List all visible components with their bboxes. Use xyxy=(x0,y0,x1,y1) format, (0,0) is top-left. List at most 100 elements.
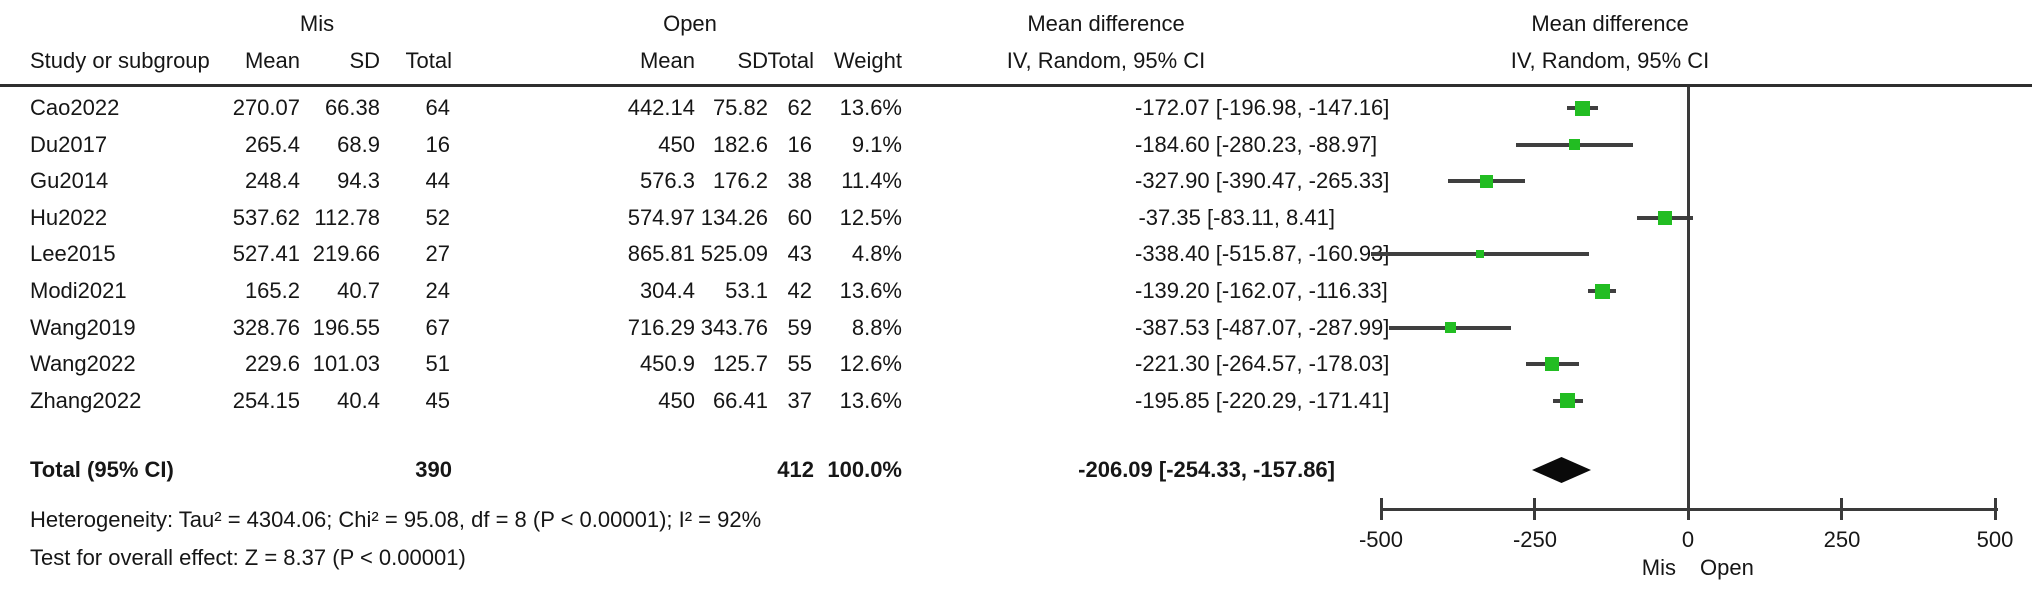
pooled-diamond xyxy=(1532,457,1591,483)
effect-marker xyxy=(1569,139,1580,150)
group-header-open: Open xyxy=(663,11,717,36)
study-label: Wang2019 xyxy=(30,315,136,340)
cell-open-total: 37 xyxy=(787,388,812,413)
cell-mis-mean: 328.76 xyxy=(232,315,300,340)
cell-mis-mean: 229.6 xyxy=(244,351,300,376)
plot-header-line1: Mean difference xyxy=(1531,11,1689,36)
effect-column-header-line1: Mean difference xyxy=(1027,11,1185,36)
cell-open-mean: 442.14 xyxy=(627,95,695,120)
axis-left-favours-label: Mis xyxy=(1641,555,1676,580)
axis-right-favours-label: Open xyxy=(1700,555,1754,580)
cell-open-sd: 125.7 xyxy=(712,351,768,376)
cell-open-total: 60 xyxy=(787,205,812,230)
cell-mis-total: 16 xyxy=(425,132,450,157)
effect-marker xyxy=(1658,211,1672,225)
cell-ci-label: -184.60 [-280.23, -88.97] xyxy=(1135,132,1378,157)
study-label: Cao2022 xyxy=(30,95,120,120)
cell-open-mean: 576.3 xyxy=(639,168,695,193)
cell-mis-mean: 248.4 xyxy=(244,168,300,193)
cell-ci-label: -221.30 [-264.57, -178.03] xyxy=(1135,351,1390,376)
col-header-weight: Weight xyxy=(833,48,902,73)
effect-marker xyxy=(1595,284,1610,299)
cell-open-total: 55 xyxy=(787,351,812,376)
col-header-open-sd: SD xyxy=(737,48,768,73)
total-open-n: 412 xyxy=(777,457,814,482)
cell-mis-sd: 94.3 xyxy=(337,168,380,193)
cell-ci-label: -37.35 [-83.11, 8.41] xyxy=(1138,205,1335,230)
cell-weight: 8.8% xyxy=(851,315,902,340)
cell-mis-total: 64 xyxy=(425,95,450,120)
cell-open-total: 43 xyxy=(787,241,812,266)
col-header-open-total: Total xyxy=(767,48,814,73)
cell-mis-total: 45 xyxy=(425,388,450,413)
effect-marker xyxy=(1445,322,1456,333)
col-header-mis-sd: SD xyxy=(349,48,380,73)
cell-mis-sd: 219.66 xyxy=(312,241,380,266)
x-axis-tick-label: -500 xyxy=(1358,527,1404,552)
cell-mis-sd: 68.9 xyxy=(337,132,380,157)
cell-mis-sd: 66.38 xyxy=(324,95,380,120)
cell-mis-mean: 270.07 xyxy=(232,95,300,120)
col-header-study: Study or subgroup xyxy=(30,48,210,73)
col-header-open-mean: Mean xyxy=(639,48,695,73)
cell-open-mean: 865.81 xyxy=(627,241,695,266)
cell-weight: 12.6% xyxy=(839,351,902,376)
cell-open-mean: 450 xyxy=(658,388,695,413)
cell-open-sd: 134.26 xyxy=(700,205,768,230)
cell-open-sd: 66.41 xyxy=(712,388,768,413)
cell-open-sd: 75.82 xyxy=(712,95,768,120)
cell-weight: 13.6% xyxy=(839,95,902,120)
effect-marker xyxy=(1476,250,1484,258)
cell-weight: 13.6% xyxy=(839,278,902,303)
effect-marker xyxy=(1575,101,1590,116)
cell-mis-total: 24 xyxy=(425,278,450,303)
cell-open-total: 62 xyxy=(787,95,812,120)
study-label: Wang2022 xyxy=(30,351,136,376)
x-axis-tick-label: 250 xyxy=(1823,527,1861,552)
cell-open-sd: 176.2 xyxy=(712,168,768,193)
overall-effect-footnote: Test for overall effect: Z = 8.37 (P < 0… xyxy=(30,545,466,570)
cell-weight: 13.6% xyxy=(839,388,902,413)
cell-mis-sd: 101.03 xyxy=(312,351,380,376)
cell-mis-mean: 254.15 xyxy=(232,388,300,413)
total-ci-label: -206.09 [-254.33, -157.86] xyxy=(1078,457,1335,482)
cell-mis-total: 44 xyxy=(425,168,450,193)
cell-mis-mean: 265.4 xyxy=(244,132,300,157)
cell-ci-label: -195.85 [-220.29, -171.41] xyxy=(1135,388,1390,413)
cell-open-total: 38 xyxy=(787,168,812,193)
cell-weight: 9.1% xyxy=(851,132,902,157)
x-axis-tick-label: 500 xyxy=(1976,527,2014,552)
cell-open-sd: 525.09 xyxy=(700,241,768,266)
heterogeneity-footnote: Heterogeneity: Tau² = 4304.06; Chi² = 95… xyxy=(30,507,762,532)
study-label: Lee2015 xyxy=(30,241,116,266)
cell-mis-total: 27 xyxy=(425,241,450,266)
cell-weight: 4.8% xyxy=(851,241,902,266)
cell-weight: 11.4% xyxy=(841,168,902,193)
cell-mis-sd: 40.4 xyxy=(337,388,380,413)
cell-mis-sd: 112.78 xyxy=(314,205,380,230)
cell-weight: 12.5% xyxy=(839,205,902,230)
total-weight: 100.0% xyxy=(827,457,902,482)
total-row-label: Total (95% CI) xyxy=(30,457,174,482)
x-axis-tick-label: 0 xyxy=(1681,527,1695,552)
col-header-mis-total: Total xyxy=(405,48,452,73)
x-axis-line xyxy=(1381,508,1998,511)
cell-ci-label: -387.53 [-487.07, -287.99] xyxy=(1135,315,1390,340)
cell-mis-sd: 40.7 xyxy=(337,278,380,303)
cell-open-mean: 716.29 xyxy=(627,315,695,340)
effect-marker xyxy=(1560,393,1575,408)
cell-open-total: 59 xyxy=(787,315,812,340)
cell-ci-label: -139.20 [-162.07, -116.33] xyxy=(1135,278,1388,303)
study-label: Du2017 xyxy=(30,132,108,157)
study-label: Hu2022 xyxy=(30,205,108,230)
total-mis-n: 390 xyxy=(415,457,452,482)
header-divider-rule xyxy=(0,84,2032,87)
cell-mis-total: 51 xyxy=(425,351,450,376)
cell-open-mean: 304.4 xyxy=(639,278,695,303)
study-label: Modi2021 xyxy=(30,278,127,303)
effect-marker xyxy=(1480,175,1493,188)
cell-ci-label: -338.40 [-515.87, -160.93] xyxy=(1135,241,1390,266)
cell-open-mean: 574.97 xyxy=(627,205,695,230)
cell-mis-mean: 537.62 xyxy=(232,205,300,230)
col-header-mis-mean: Mean xyxy=(244,48,300,73)
